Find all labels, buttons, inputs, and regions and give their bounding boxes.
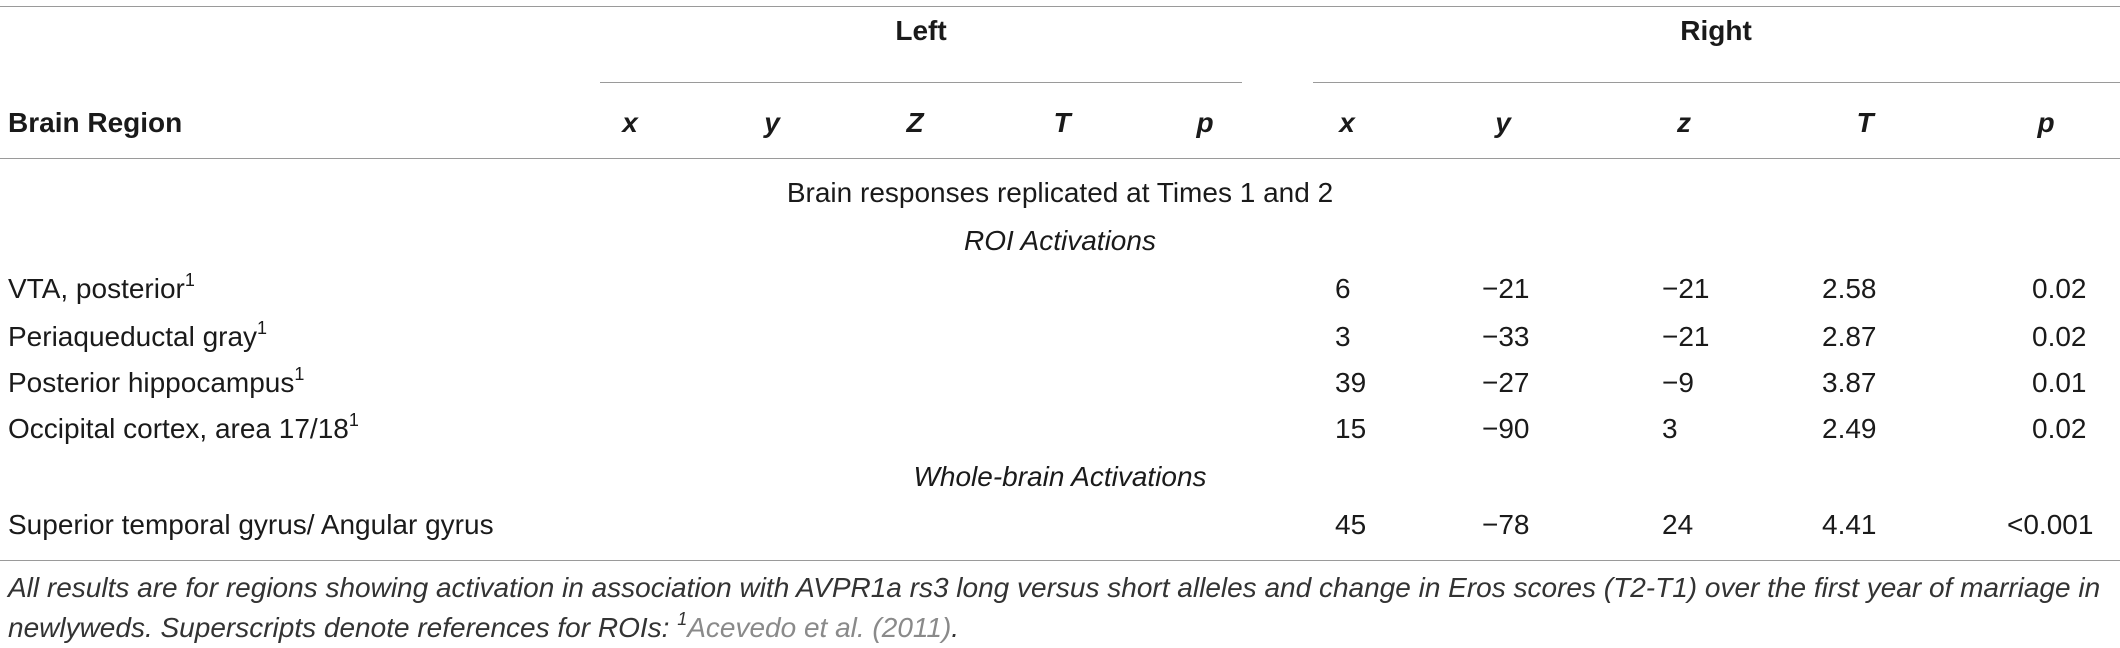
column-header-right-x: x <box>1339 107 1355 138</box>
column-header-left-x: x <box>622 107 638 138</box>
column-header-right-t: T <box>1856 107 1874 138</box>
column-header-left-y: y <box>764 107 780 138</box>
table-footnote: All results are for regions showing acti… <box>8 572 2101 643</box>
region-label: Occipital cortex, area 17/181 <box>8 409 359 444</box>
region-label: VTA, posterior1 <box>8 269 195 304</box>
cell-right-p: <0.001 <box>2007 509 2094 540</box>
header-bottom-rule <box>0 158 2120 159</box>
group-header-left: Left <box>895 15 947 46</box>
cell-right-t: 2.58 <box>1822 273 1877 304</box>
cell-right-x: 6 <box>1335 273 1351 304</box>
cell-right-x: 39 <box>1335 367 1367 398</box>
cell-right-x: 45 <box>1335 509 1367 540</box>
cell-right-p: 0.02 <box>2032 413 2087 444</box>
subsection-whole-brain-activations: Whole-brain Activations <box>913 461 1207 492</box>
region-label: Posterior hippocampus1 <box>8 363 305 398</box>
region-label: Superior temporal gyrus/ Angular gyrus <box>8 509 494 540</box>
cell-right-x: 3 <box>1335 321 1351 352</box>
reference-link[interactable]: Acevedo et al. (2011) <box>687 612 952 643</box>
cell-right-t: 3.87 <box>1822 367 1877 398</box>
right-group-rule <box>1313 82 2120 83</box>
cell-right-p: 0.01 <box>2032 367 2087 398</box>
cell-right-t: 2.87 <box>1822 321 1877 352</box>
group-header-right: Right <box>1680 15 1752 46</box>
table-top-rule <box>0 6 2120 7</box>
column-header-left-z: Z <box>906 107 924 138</box>
column-header-region: Brain Region <box>8 107 183 138</box>
subsection-roi-activations: ROI Activations <box>964 225 1156 256</box>
cell-right-p: 0.02 <box>2032 273 2087 304</box>
cell-right-y: −78 <box>1482 509 1530 540</box>
cell-right-x: 15 <box>1335 413 1367 444</box>
cell-right-y: −33 <box>1482 321 1530 352</box>
table-bottom-rule <box>0 560 2120 561</box>
cell-right-z: 3 <box>1662 413 1678 444</box>
column-header-right-y: y <box>1495 107 1511 138</box>
cell-right-y: −27 <box>1482 367 1530 398</box>
cell-right-p: 0.02 <box>2032 321 2087 352</box>
cell-right-z: −9 <box>1662 367 1694 398</box>
cell-right-z: −21 <box>1662 321 1710 352</box>
column-header-left-p: p <box>1196 107 1214 138</box>
cell-right-y: −90 <box>1482 413 1530 444</box>
cell-right-z: 24 <box>1662 509 1694 540</box>
cell-right-t: 4.41 <box>1822 509 1877 540</box>
cell-right-t: 2.49 <box>1822 413 1877 444</box>
cell-right-y: −21 <box>1482 273 1530 304</box>
cell-right-z: −21 <box>1662 273 1710 304</box>
region-label: Periaqueductal gray1 <box>8 317 268 352</box>
left-group-rule <box>600 82 1242 83</box>
section-title: Brain responses replicated at Times 1 an… <box>786 177 1334 208</box>
column-header-left-t: T <box>1053 107 1071 138</box>
column-header-right-p: p <box>2037 107 2055 138</box>
column-header-right-z: z <box>1677 107 1691 138</box>
